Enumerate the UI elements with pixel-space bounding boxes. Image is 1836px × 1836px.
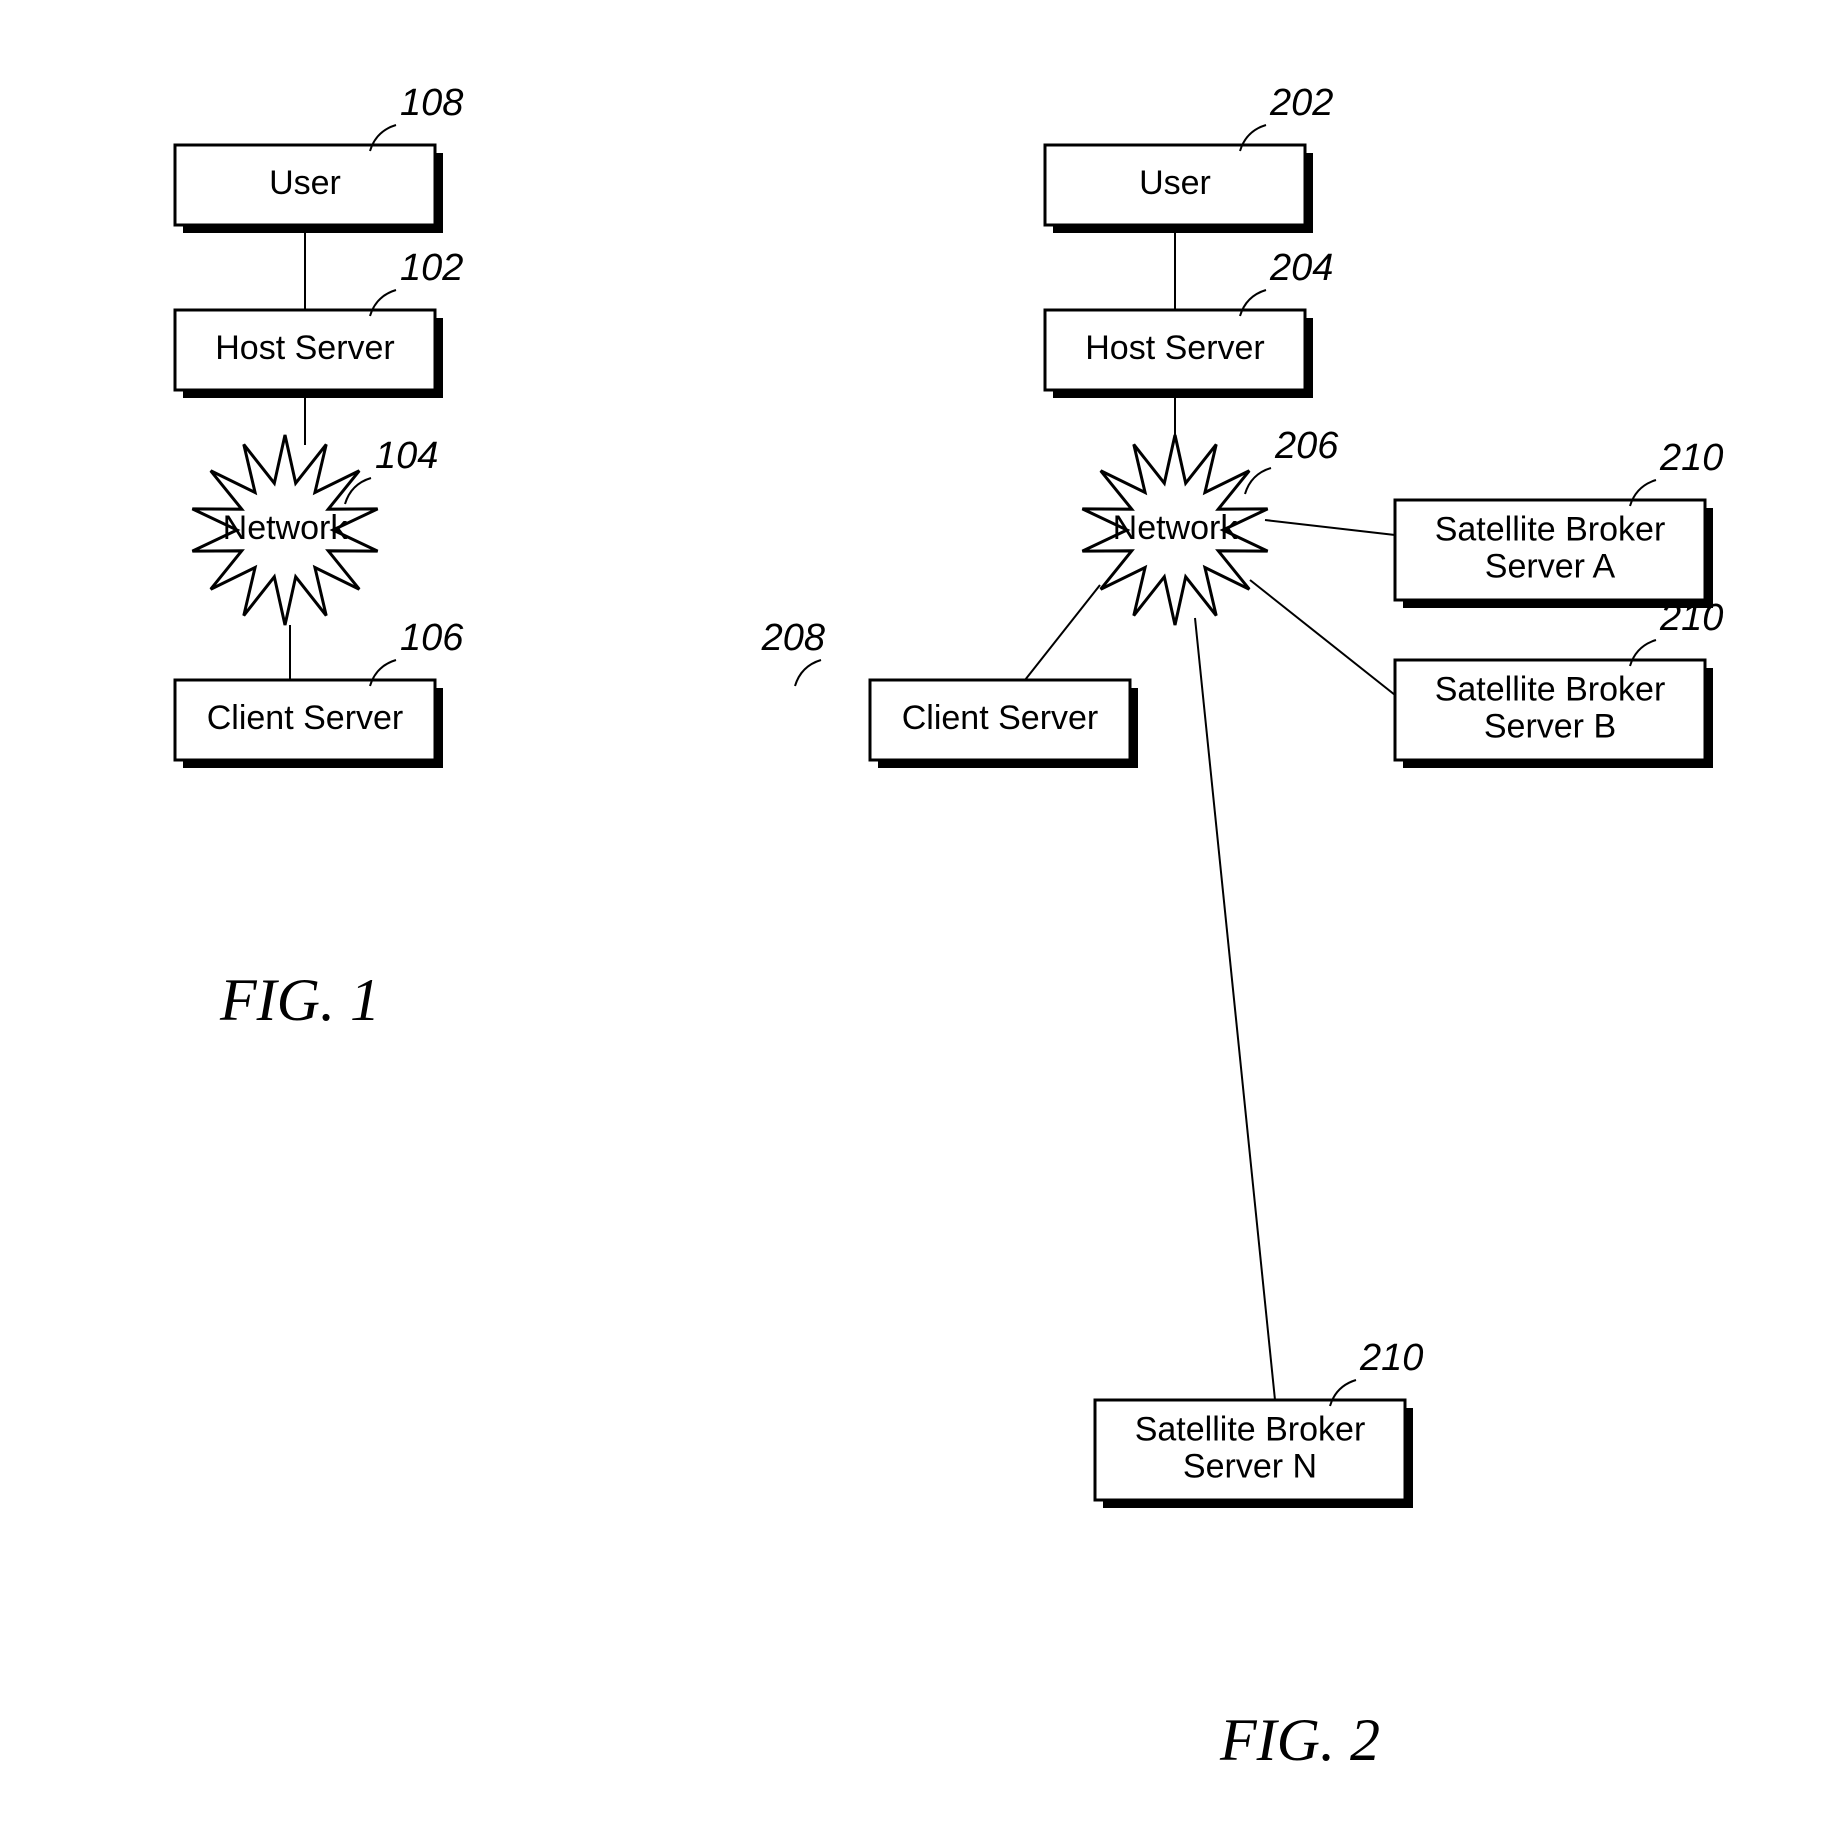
fig1-client-box-label: Client Server	[207, 699, 404, 737]
svg-text:210: 210	[1359, 1337, 1423, 1379]
fig2-network-ref: 206	[1245, 425, 1339, 494]
svg-text:210: 210	[1659, 597, 1723, 639]
fig2-caption: FIG. 2	[1219, 1707, 1380, 1773]
fig2-client-ref: 208	[761, 617, 825, 686]
svg-text:102: 102	[400, 247, 463, 289]
svg-text:206: 206	[1274, 425, 1339, 467]
fig1-network-ref: 104	[345, 435, 438, 504]
fig2-brokerB-box: Satellite BrokerServer B	[1395, 660, 1713, 768]
fig2-brokerN-box-label: Server N	[1183, 1448, 1317, 1486]
svg-text:210: 210	[1659, 437, 1723, 479]
fig2-user-box-label: User	[1139, 164, 1211, 202]
fig2-brokerA-ref: 210	[1630, 437, 1723, 506]
svg-text:202: 202	[1269, 82, 1333, 124]
fig2-brokerB-box-label: Satellite Broker	[1435, 670, 1666, 708]
svg-text:104: 104	[375, 435, 438, 477]
fig2-brokerA-box-label: Server A	[1485, 548, 1616, 586]
svg-text:108: 108	[400, 82, 463, 124]
fig2-host-ref: 204	[1240, 247, 1333, 316]
svg-text:106: 106	[400, 617, 464, 659]
fig1-user-box-label: User	[269, 164, 341, 202]
fig2-user-box: User	[1045, 145, 1313, 233]
fig2-edge-5	[1195, 618, 1275, 1400]
fig2-edge-3	[1265, 520, 1395, 535]
fig2-brokerN-box: Satellite BrokerServer N	[1095, 1400, 1413, 1508]
fig1-caption: FIG. 1	[219, 967, 380, 1033]
fig2-brokerN-box-label: Satellite Broker	[1135, 1410, 1366, 1448]
fig2-host-box: Host Server	[1045, 310, 1313, 398]
fig2-client-box: Client Server	[870, 680, 1138, 768]
fig1-user-ref: 108	[370, 82, 463, 151]
fig2-host-box-label: Host Server	[1085, 329, 1265, 367]
fig2-network-burst: Network	[1082, 435, 1267, 625]
fig2-brokerA-box-label: Satellite Broker	[1435, 510, 1666, 548]
svg-text:204: 204	[1269, 247, 1333, 289]
fig1-client-box: Client Server	[175, 680, 443, 768]
fig2-user-ref: 202	[1240, 82, 1333, 151]
fig2-network-burst-label: Network	[1113, 509, 1239, 547]
fig1-client-ref: 106	[370, 617, 464, 686]
fig2-brokerN-ref: 210	[1330, 1337, 1423, 1406]
fig2-edge-4	[1250, 580, 1395, 695]
svg-text:208: 208	[761, 617, 825, 659]
fig1-network-burst-label: Network	[223, 509, 349, 547]
fig2-client-box-label: Client Server	[902, 699, 1099, 737]
fig1-network-burst: Network	[192, 435, 377, 625]
fig1-host-box: Host Server	[175, 310, 443, 398]
fig1-host-box-label: Host Server	[215, 329, 395, 367]
fig1-user-box: User	[175, 145, 443, 233]
fig2-brokerA-box: Satellite BrokerServer A	[1395, 500, 1713, 608]
fig1-host-ref: 102	[370, 247, 463, 316]
fig2-edge-2	[1025, 585, 1100, 680]
fig2-brokerB-box-label: Server B	[1484, 708, 1616, 746]
